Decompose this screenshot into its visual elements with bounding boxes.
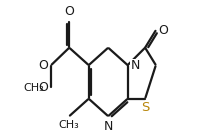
Text: N: N	[130, 59, 140, 72]
Text: O: O	[39, 59, 49, 72]
Text: CH₃: CH₃	[59, 120, 80, 130]
Text: CH₃: CH₃	[23, 83, 44, 93]
Text: S: S	[141, 101, 149, 114]
Text: N: N	[104, 120, 113, 133]
Text: O: O	[39, 81, 49, 95]
Text: O: O	[158, 24, 168, 37]
Text: O: O	[64, 5, 74, 18]
